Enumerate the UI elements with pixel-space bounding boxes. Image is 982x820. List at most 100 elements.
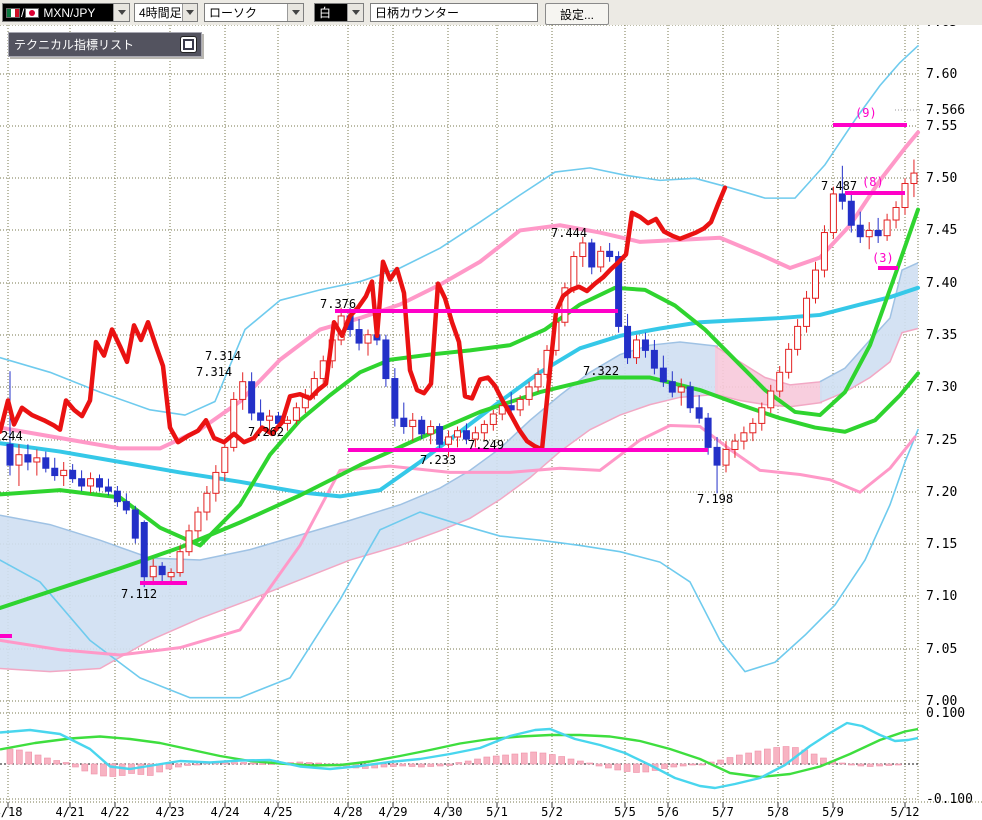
x-axis-date-label: 4/24: [211, 805, 240, 819]
candle: [283, 419, 291, 424]
candle: [427, 426, 435, 435]
candle: [69, 469, 77, 480]
candle: [874, 229, 882, 237]
candle: [650, 349, 658, 369]
candle: [901, 183, 909, 209]
candle: [570, 256, 578, 289]
y-axis-price-label: 7.30: [926, 380, 957, 395]
candle: [740, 432, 748, 442]
candle: [230, 398, 238, 448]
y-axis-price-label: 7.60: [926, 67, 957, 82]
pivot-count-label: (3): [872, 251, 894, 265]
y-axis-price-label: 7.10: [926, 589, 957, 604]
candle: [382, 339, 390, 380]
pivot-count-label: (8): [862, 175, 884, 189]
chart-type-select[interactable]: ローソク: [204, 3, 304, 22]
candle: [641, 339, 649, 351]
band-sky-lower: [0, 428, 919, 699]
candle: [15, 454, 23, 466]
macd-subchart-layer: [0, 721, 919, 790]
toolbar: / MXN/JPY 4時間足 ローソク 白 日柄カウンター 設定...: [0, 0, 982, 25]
candle: [471, 432, 479, 440]
y-axis-price-label: 7.15: [926, 537, 957, 552]
candle: [203, 492, 211, 513]
y-axis-price-label: 7.40: [926, 276, 957, 291]
panel-title: テクニカル指標リスト: [14, 38, 135, 52]
x-axis-date-label: 4/28: [334, 805, 363, 819]
candle: [910, 172, 918, 185]
pivot-price-label: 244: [1, 429, 23, 443]
candle: [731, 440, 739, 450]
candle: [516, 398, 524, 411]
chevron-down-icon[interactable]: [347, 4, 363, 21]
settings-button[interactable]: 設定...: [545, 3, 609, 25]
chevron-down-icon[interactable]: [287, 4, 303, 21]
candle: [758, 407, 766, 424]
candle: [597, 250, 605, 268]
candle: [534, 373, 542, 388]
candle: [838, 193, 846, 202]
candle: [409, 419, 417, 428]
x-axis-date-label: 5/9: [822, 805, 844, 819]
candle: [185, 530, 193, 553]
candle: [892, 207, 900, 221]
candle: [713, 446, 721, 466]
chart-type-label: ローソク: [209, 6, 258, 20]
candle: [221, 446, 229, 473]
candles-layer: [6, 159, 918, 588]
pivot-count-label: (9): [855, 106, 877, 120]
candle: [364, 334, 372, 344]
candle: [257, 412, 265, 421]
candle: [480, 423, 488, 434]
x-axis-date-label: 5/1: [486, 805, 508, 819]
currency-pair-label: MXN/JPY: [43, 5, 96, 20]
candle: [87, 478, 95, 487]
candle: [167, 572, 175, 578]
candle: [749, 422, 757, 434]
chevron-down-icon[interactable]: [113, 4, 129, 21]
candle: [776, 371, 784, 392]
candle: [445, 436, 453, 445]
pivot-annotations-layer: (9) (8) (3) 244 7.112 7.314 7.314 7.262 7.376 7.4…: [0, 106, 907, 638]
pivot-price-label: 7.249: [468, 438, 504, 452]
candle-color-label: 白: [319, 6, 332, 20]
candle: [856, 224, 864, 238]
candle: [6, 443, 14, 466]
pivot-price-label: 7.322: [583, 364, 619, 378]
candle: [498, 405, 506, 415]
x-axis-date-label: 5/12: [891, 805, 920, 819]
y-axis-price-label: 7.566: [926, 103, 965, 118]
x-axis-date-label: 4/21: [56, 805, 85, 819]
candle: [767, 390, 775, 409]
restore-window-icon[interactable]: [180, 36, 197, 53]
candle-color-select[interactable]: 白: [314, 3, 364, 22]
chevron-down-icon[interactable]: [182, 4, 197, 21]
candle: [266, 415, 274, 421]
timeframe-select[interactable]: 4時間足: [134, 3, 198, 22]
timeframe-label: 4時間足: [139, 6, 182, 20]
pivot-price-label: 7.198: [697, 492, 733, 506]
y-axis-price-label: 7.20: [926, 485, 957, 500]
day-counter-field[interactable]: 日柄カウンター: [370, 3, 538, 22]
candle: [812, 269, 819, 299]
swing-line-layer: [0, 185, 728, 452]
ichimoku-cloud-layer: [0, 262, 919, 673]
ma-cyan: [0, 285, 920, 499]
candle: [659, 367, 667, 383]
x-axis-date-label: 4/23: [156, 805, 185, 819]
axis-labels-layer: 4/18 4/21 4/22 4/23 4/24 4/25 4/28 4/29 4/30 5/1 5…: [0, 15, 973, 819]
y-axis-price-label: 7.05: [926, 642, 957, 657]
candle: [113, 490, 121, 503]
candle: [51, 467, 59, 477]
candle: [561, 287, 569, 323]
candle: [847, 200, 855, 226]
candle: [60, 469, 68, 477]
candle: [704, 417, 712, 448]
candle: [418, 419, 426, 435]
currency-pair-select[interactable]: / MXN/JPY: [2, 3, 130, 22]
candle: [677, 386, 685, 393]
y-axis-price-label: 7.00: [926, 694, 957, 709]
technical-indicator-list-panel[interactable]: テクニカル指標リスト: [8, 32, 202, 57]
candle: [355, 329, 363, 344]
